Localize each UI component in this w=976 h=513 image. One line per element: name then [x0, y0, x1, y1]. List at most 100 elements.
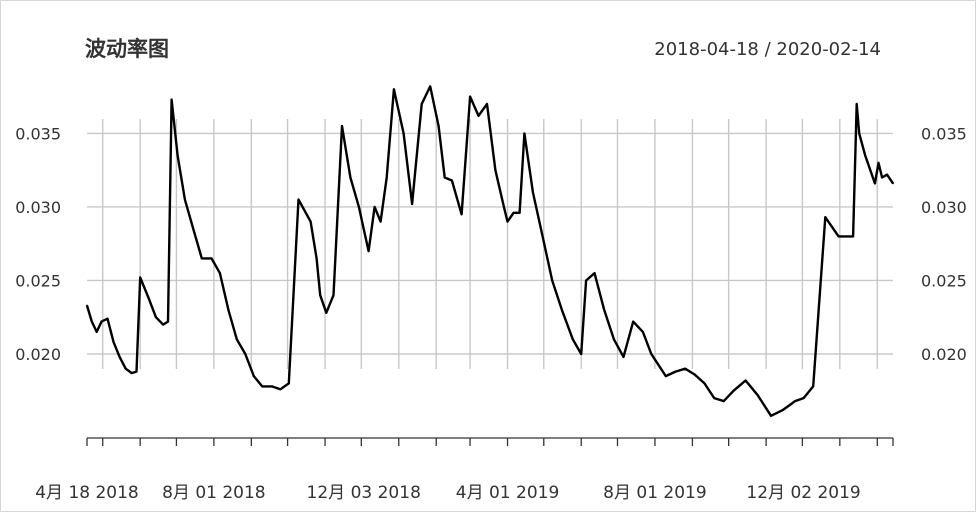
data-point [477, 114, 480, 117]
data-point [642, 331, 644, 333]
data-point [770, 414, 772, 417]
data-point [532, 191, 534, 194]
data-point [794, 400, 796, 402]
data-point [139, 276, 142, 279]
data-point [843, 235, 846, 238]
series-layer [85, 85, 894, 417]
data-point [367, 250, 370, 253]
data-point [874, 182, 876, 185]
data-point [655, 360, 658, 363]
data-point [90, 320, 93, 323]
data-point [886, 173, 888, 176]
data-point [252, 375, 255, 377]
data-point [561, 309, 563, 311]
data-point [503, 206, 505, 208]
data-point [244, 353, 247, 355]
data-point [170, 98, 173, 101]
x-axis-labels: 4月 18 2018 8月 01 2018 12月 03 2018 4月 01 201… [35, 483, 861, 503]
data-point [176, 154, 179, 157]
data-point [551, 279, 554, 282]
data-point [622, 356, 625, 358]
y-tick-label-left: 0.035 [15, 124, 61, 143]
data-point [379, 220, 382, 223]
data-point [593, 272, 596, 274]
data-point [373, 206, 376, 208]
data-point [358, 206, 360, 208]
data-point [486, 103, 488, 105]
data-point [261, 385, 264, 388]
data-point [451, 179, 453, 182]
data-point [271, 385, 273, 388]
x-tick-label: 8月 01 2019 [603, 483, 707, 503]
data-point [86, 304, 88, 307]
data-point [219, 272, 221, 274]
data-point [674, 370, 677, 373]
y-tick-label-right: 0.020 [921, 345, 967, 364]
data-point [713, 397, 716, 399]
data-point [95, 331, 98, 333]
data-point [297, 198, 300, 201]
date-range-label: 2018-04-18 / 2020-02-14 [654, 39, 881, 60]
horizontal-grid [87, 132, 893, 355]
y-tick-label-left: 0.025 [15, 271, 61, 290]
data-point [512, 211, 515, 214]
data-point [541, 235, 544, 238]
data-point [494, 169, 497, 172]
data-point [756, 394, 759, 397]
data-point [443, 176, 446, 179]
data-point [684, 367, 687, 370]
data-point [349, 176, 352, 179]
data-point [892, 182, 894, 185]
data-point [523, 132, 526, 135]
data-point [693, 373, 696, 376]
data-point [112, 341, 115, 344]
data-point [210, 257, 213, 260]
data-point [603, 309, 606, 311]
data-point [162, 323, 165, 326]
data-point [580, 353, 583, 355]
data-point [184, 198, 186, 201]
data-point [782, 409, 784, 411]
data-point [429, 85, 432, 88]
data-point [155, 316, 157, 319]
data-point [613, 338, 615, 341]
data-point [518, 211, 521, 214]
data-point [279, 388, 282, 391]
data-point [864, 154, 867, 157]
data-point [385, 176, 388, 179]
data-point [200, 257, 203, 260]
data-point [124, 367, 127, 370]
data-point [506, 220, 509, 223]
x-tick-label: 12月 02 2019 [746, 483, 860, 503]
data-point [309, 220, 312, 223]
data-point [341, 125, 343, 127]
data-point [393, 88, 395, 91]
data-point [319, 294, 322, 297]
data-point [332, 294, 335, 297]
data-point [135, 370, 138, 373]
data-point [227, 309, 230, 311]
data-point [881, 176, 883, 179]
data-point [325, 311, 328, 314]
x-tick-label: 4月 18 2018 [35, 483, 139, 503]
data-point [420, 103, 423, 105]
data-point [100, 320, 103, 323]
y-tick-label-left: 0.030 [15, 198, 61, 217]
data-point [315, 257, 318, 260]
data-point [858, 132, 861, 135]
data-point [722, 400, 725, 402]
data-point [664, 375, 667, 377]
data-point [650, 353, 653, 355]
x-axis [86, 437, 894, 446]
data-point [855, 103, 858, 105]
data-point [812, 385, 815, 388]
data-point [744, 379, 747, 382]
data-point [632, 320, 635, 323]
data-point [437, 125, 440, 127]
x-tick-label: 12月 03 2018 [307, 483, 421, 503]
volatility-series-line [85, 85, 894, 417]
data-point [824, 216, 827, 219]
data-point [703, 382, 706, 385]
